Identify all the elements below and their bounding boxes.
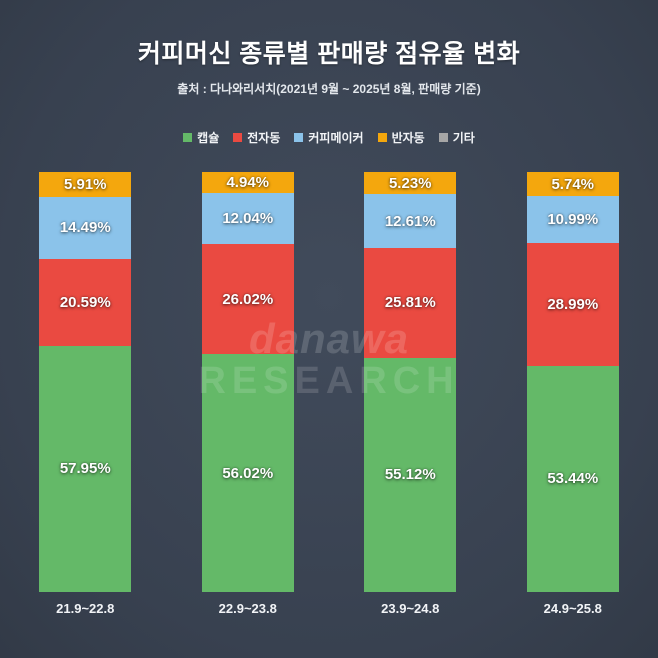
stacked-bar: 5.74% 10.99% 28.99% 53.44% (526, 172, 619, 592)
legend-item-커피메이커: 커피메이커 (294, 129, 364, 146)
stacked-bar: 4.94% 12.04% 26.02% 56.02% (201, 172, 294, 592)
bar-column: 5.91% 14.49% 20.59% 57.95% 21.9~22.8 (4, 172, 167, 620)
bar-column: 4.94% 12.04% 26.02% 56.02% 22.9~23.8 (167, 172, 330, 620)
bar-segment-반자동: 5.91% (39, 172, 132, 198)
bar-column: 5.23% 12.61% 25.81% 55.12% 23.9~24.8 (329, 172, 492, 620)
bar-segment-value: 12.04% (222, 209, 274, 227)
bar-segment-value: 20.59% (59, 293, 111, 311)
bar-segment-value: 5.91% (63, 176, 107, 194)
stacked-bar: 5.91% 14.49% 20.59% 57.95% (39, 172, 132, 592)
bar-segment-커피메이커: 12.61% (364, 194, 457, 248)
legend-swatch-icon (438, 133, 448, 142)
legend-item-캡슐: 캡슐 (183, 129, 219, 146)
bar-segment-value: 12.61% (384, 212, 436, 230)
legend-item-반자동: 반자동 (377, 129, 425, 146)
legend-swatch-icon (294, 133, 304, 142)
legend-swatch-icon (377, 133, 387, 142)
bar-segment-value: 10.99% (547, 211, 599, 229)
chart-legend: 캡슐 전자동 커피메이커 반자동 기타 (0, 129, 658, 146)
chart-title: 커피머신 종류별 판매량 점유율 변화 (137, 40, 521, 68)
x-axis-label: 23.9~24.8 (381, 601, 440, 616)
bar-segment-value: 25.81% (384, 294, 436, 312)
bar-segment-value: 28.99% (547, 295, 599, 313)
bar-segment-전자동: 25.81% (364, 247, 457, 358)
legend-label: 커피메이커 (308, 131, 364, 145)
legend-label: 반자동 (391, 131, 425, 145)
legend-item-기타: 기타 (438, 129, 475, 146)
bar-column: 5.74% 10.99% 28.99% 53.44% 24.9~25.8 (492, 172, 655, 620)
bar-segment-value: 14.49% (59, 219, 111, 237)
bar-segment-캡슐: 57.95% (39, 345, 132, 592)
legend-label: 기타 (452, 131, 475, 145)
chart-header: 커피머신 종류별 판매량 점유율 변화 출처 : 다나와리서치(2021년 9월… (0, 0, 658, 97)
legend-label: 캡슐 (197, 131, 220, 145)
bar-segment-value: 56.02% (222, 464, 274, 482)
bar-segment-전자동: 20.59% (39, 258, 132, 346)
bar-segment-value: 26.02% (222, 290, 274, 308)
legend-label: 전자동 (247, 131, 281, 145)
stacked-bar-chart: 5.91% 14.49% 20.59% 57.95% 21.9~22.8 4.94% 12.… (4, 172, 654, 620)
bar-segment-value: 4.94% (226, 173, 270, 191)
x-axis-label: 21.9~22.8 (56, 601, 115, 616)
bar-segment-반자동: 4.94% (201, 172, 294, 193)
bar-segment-value: 5.23% (388, 174, 432, 192)
bar-segment-커피메이커: 14.49% (39, 197, 132, 259)
legend-swatch-icon (183, 133, 193, 142)
stacked-bar: 5.23% 12.61% 25.81% 55.12% (364, 172, 457, 592)
bar-segment-value: 5.74% (551, 175, 595, 193)
bar-segment-value: 53.44% (547, 470, 599, 488)
bar-segment-value: 57.95% (59, 460, 111, 478)
bar-segment-캡슐: 53.44% (526, 365, 619, 592)
x-axis-label: 24.9~25.8 (543, 601, 602, 616)
bar-segment-커피메이커: 10.99% (526, 196, 619, 243)
bar-segment-전자동: 28.99% (526, 242, 619, 366)
bar-segment-캡슐: 56.02% (201, 354, 294, 592)
x-axis-label: 22.9~23.8 (218, 601, 277, 616)
legend-swatch-icon (233, 133, 243, 142)
bar-segment-반자동: 5.23% (364, 172, 457, 195)
bar-segment-반자동: 5.74% (526, 172, 619, 197)
legend-item-전자동: 전자동 (233, 129, 280, 146)
bar-segment-전자동: 26.02% (201, 244, 294, 355)
bar-segment-value: 55.12% (384, 466, 436, 484)
chart-subtitle: 출처 : 다나와리서치(2021년 9월 ~ 2025년 8월, 판매량 기준) (177, 82, 481, 96)
bar-segment-커피메이커: 12.04% (201, 192, 294, 245)
bar-segment-캡슐: 55.12% (364, 357, 457, 592)
